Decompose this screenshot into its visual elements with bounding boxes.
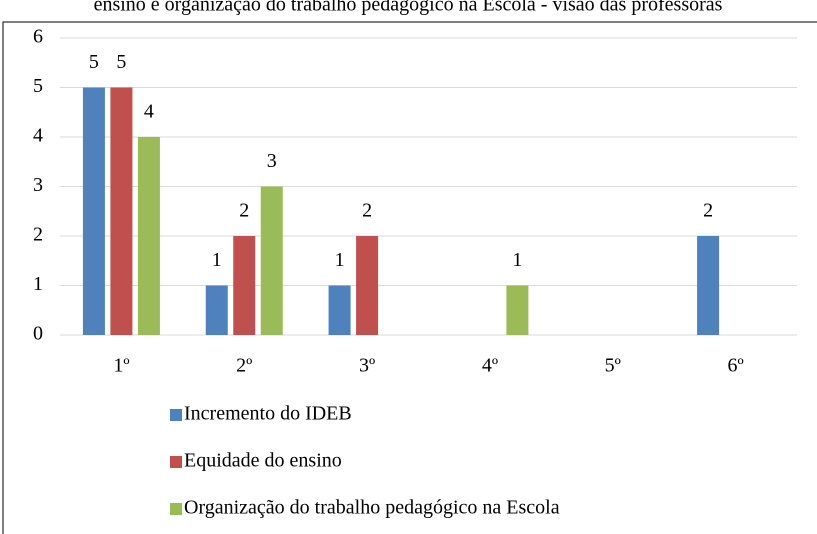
bar <box>260 186 283 335</box>
chart-frame <box>2 21 817 534</box>
bar <box>82 87 105 335</box>
bar <box>205 285 228 335</box>
y-tick-label: 3 <box>33 174 43 196</box>
data-label: 2 <box>362 200 372 222</box>
data-label: 2 <box>703 200 713 222</box>
data-label: 5 <box>89 51 99 73</box>
x-tick-label: 2º <box>236 355 252 377</box>
data-label: 5 <box>116 51 126 73</box>
data-label: 3 <box>267 150 277 172</box>
y-tick-label: 5 <box>33 75 43 97</box>
bar <box>356 236 379 335</box>
y-tick-label: 0 <box>33 323 43 345</box>
y-tick-label: 6 <box>33 26 43 48</box>
bar <box>328 285 351 335</box>
legend-label: Organização do trabalho pedagógico na Es… <box>184 497 560 519</box>
bar <box>110 87 133 335</box>
x-tick-label: 3º <box>359 355 375 377</box>
chart-title: ensino e organização do trabalho pedagóg… <box>94 0 723 16</box>
legend-swatch <box>170 456 182 468</box>
data-label: 1 <box>212 249 222 271</box>
legend-label: Equidade do ensino <box>184 450 342 472</box>
bar <box>233 236 256 335</box>
bar <box>506 285 529 335</box>
x-tick-label: 4º <box>482 355 498 377</box>
legend-swatch <box>170 409 182 421</box>
data-label: 1 <box>512 249 522 271</box>
legend-swatch <box>170 503 182 515</box>
data-label: 4 <box>144 101 154 123</box>
x-tick-label: 6º <box>727 355 743 377</box>
y-tick-label: 4 <box>33 125 43 147</box>
bar <box>137 137 160 335</box>
bar <box>697 236 720 335</box>
legend-label: Incremento do IDEB <box>184 403 352 425</box>
y-tick-label: 1 <box>33 273 43 295</box>
y-tick-label: 2 <box>33 224 43 246</box>
data-label: 2 <box>239 200 249 222</box>
x-tick-label: 1º <box>113 355 129 377</box>
x-tick-label: 5º <box>605 355 621 377</box>
data-label: 1 <box>335 249 345 271</box>
